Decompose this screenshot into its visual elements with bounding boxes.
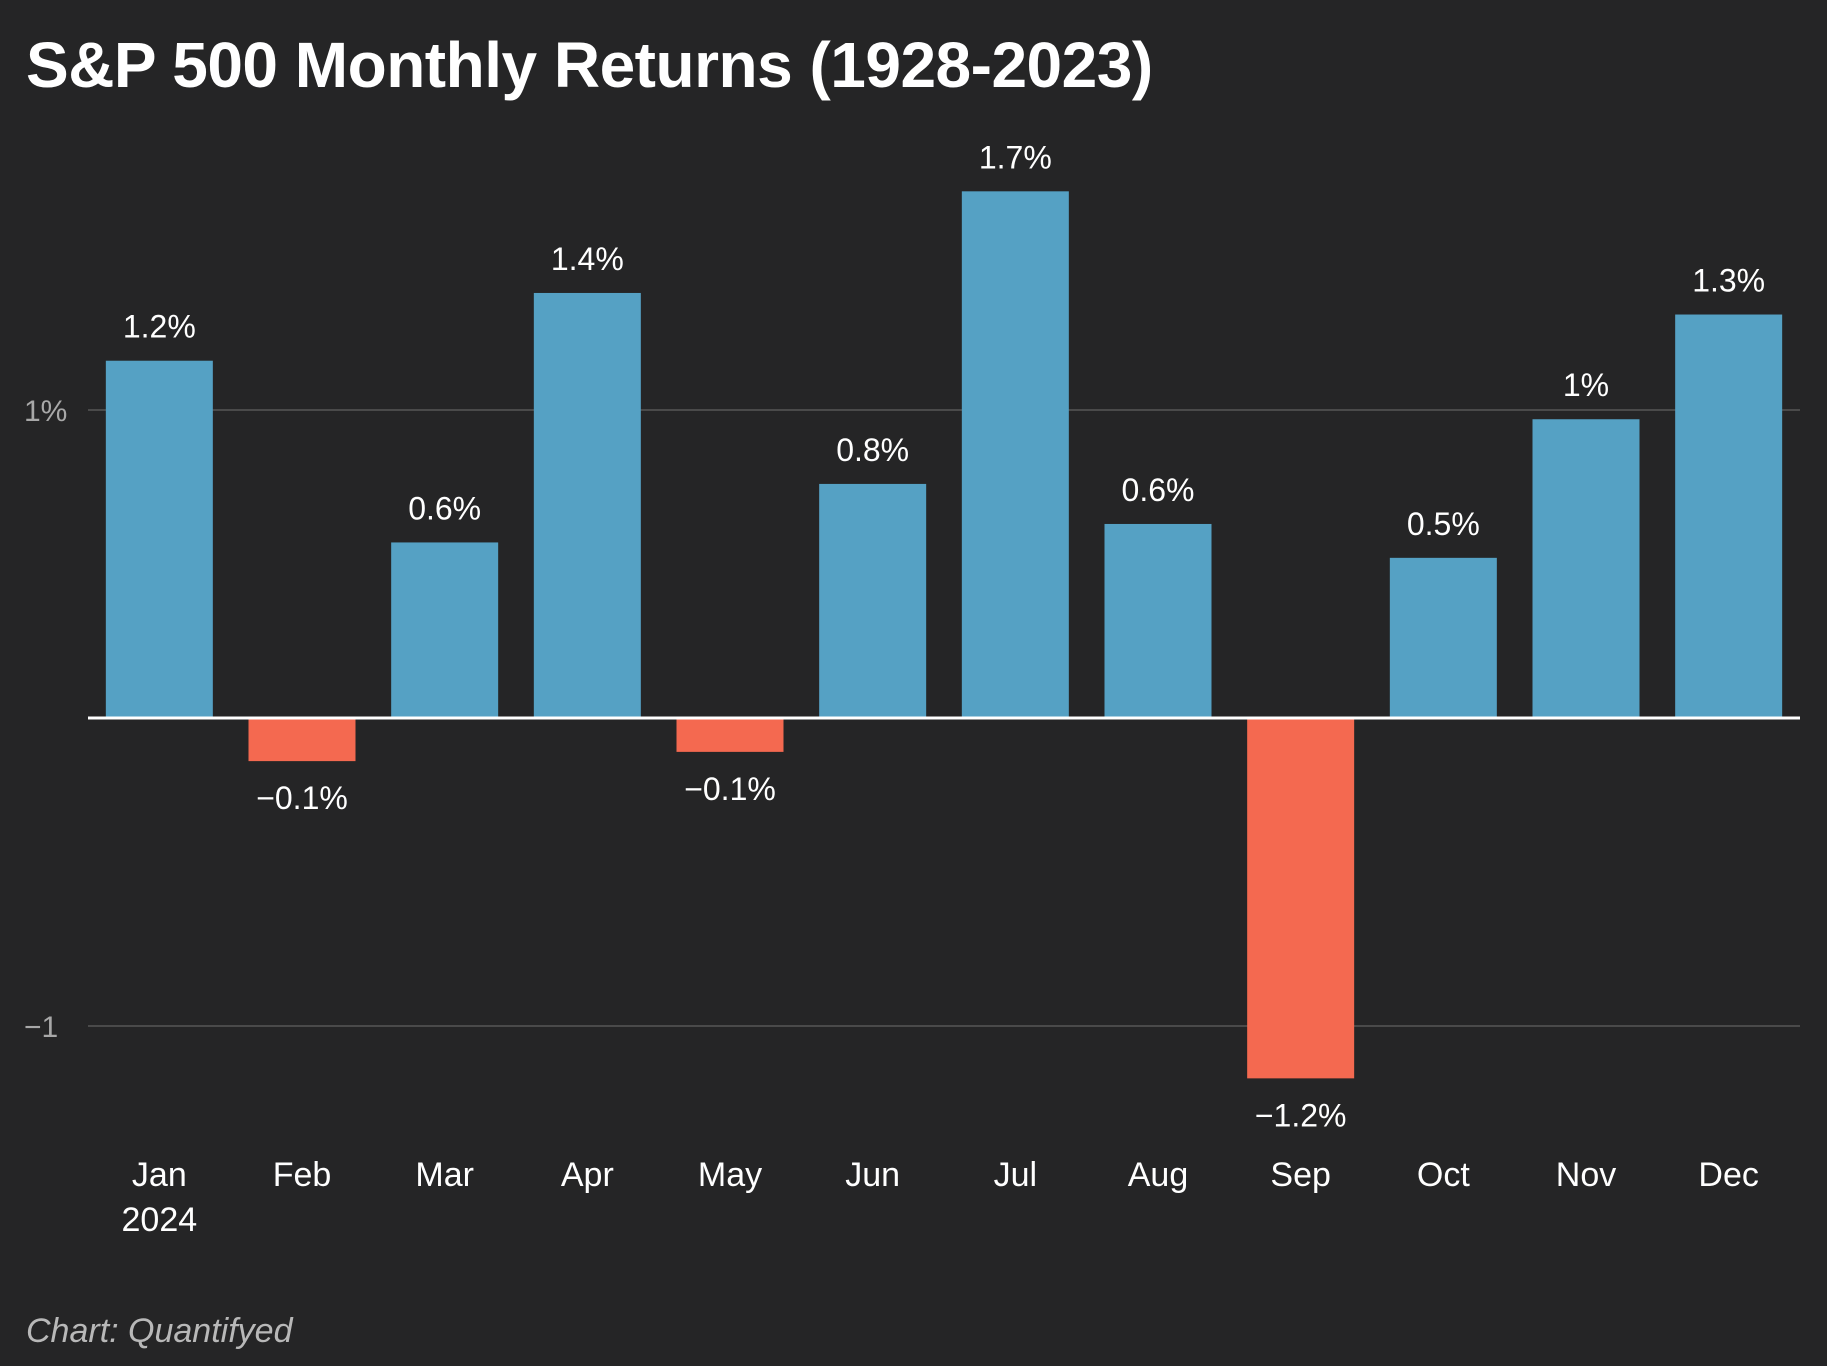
x-tick-label: Oct — [1417, 1156, 1470, 1194]
chart-title: S&P 500 Monthly Returns (1928-2023) — [26, 29, 1153, 101]
x-tick-label: Mar — [415, 1156, 474, 1194]
y-tick-label: −1 — [24, 1011, 58, 1044]
bar-apr — [533, 292, 641, 718]
data-label: 1.4% — [551, 241, 624, 277]
data-label: 1.3% — [1692, 263, 1765, 299]
data-label: 0.5% — [1407, 506, 1480, 542]
x-tick-label: Jul — [994, 1156, 1037, 1194]
bar-oct — [1389, 557, 1497, 718]
bar-feb — [248, 718, 356, 762]
x-tick-sublabel: 2024 — [122, 1201, 198, 1239]
x-tick-label: Apr — [561, 1156, 614, 1194]
bar-dec — [1675, 314, 1783, 718]
x-tick-label: Feb — [273, 1156, 332, 1194]
bar-sep — [1247, 718, 1355, 1079]
data-label: 0.6% — [408, 490, 481, 526]
bar-nov — [1532, 419, 1640, 718]
bar-jul — [961, 191, 1069, 718]
data-label: 1% — [1563, 367, 1609, 403]
data-label: 0.6% — [1122, 472, 1195, 508]
chart-credit: Chart: Quantifyed — [26, 1312, 293, 1350]
x-tick-label: May — [698, 1156, 762, 1194]
bar-jan — [105, 360, 213, 718]
y-tick-label: 1% — [24, 395, 67, 428]
bar-mar — [391, 542, 499, 718]
x-tick-label: Aug — [1128, 1156, 1189, 1194]
data-label: 1.7% — [979, 139, 1052, 175]
data-label: −0.1% — [256, 780, 348, 816]
bar-may — [676, 718, 784, 752]
x-tick-label: Jan — [132, 1156, 187, 1194]
data-label: −0.1% — [684, 771, 776, 807]
bar-aug — [1104, 523, 1212, 718]
x-tick-label: Sep — [1270, 1156, 1331, 1194]
x-tick-label: Dec — [1698, 1156, 1758, 1194]
data-label: 0.8% — [836, 432, 909, 468]
x-tick-label: Jun — [845, 1156, 900, 1194]
data-label: 1.2% — [123, 309, 196, 345]
bar-jun — [819, 483, 927, 718]
data-label: −1.2% — [1255, 1097, 1347, 1133]
x-tick-label: Nov — [1556, 1156, 1616, 1194]
